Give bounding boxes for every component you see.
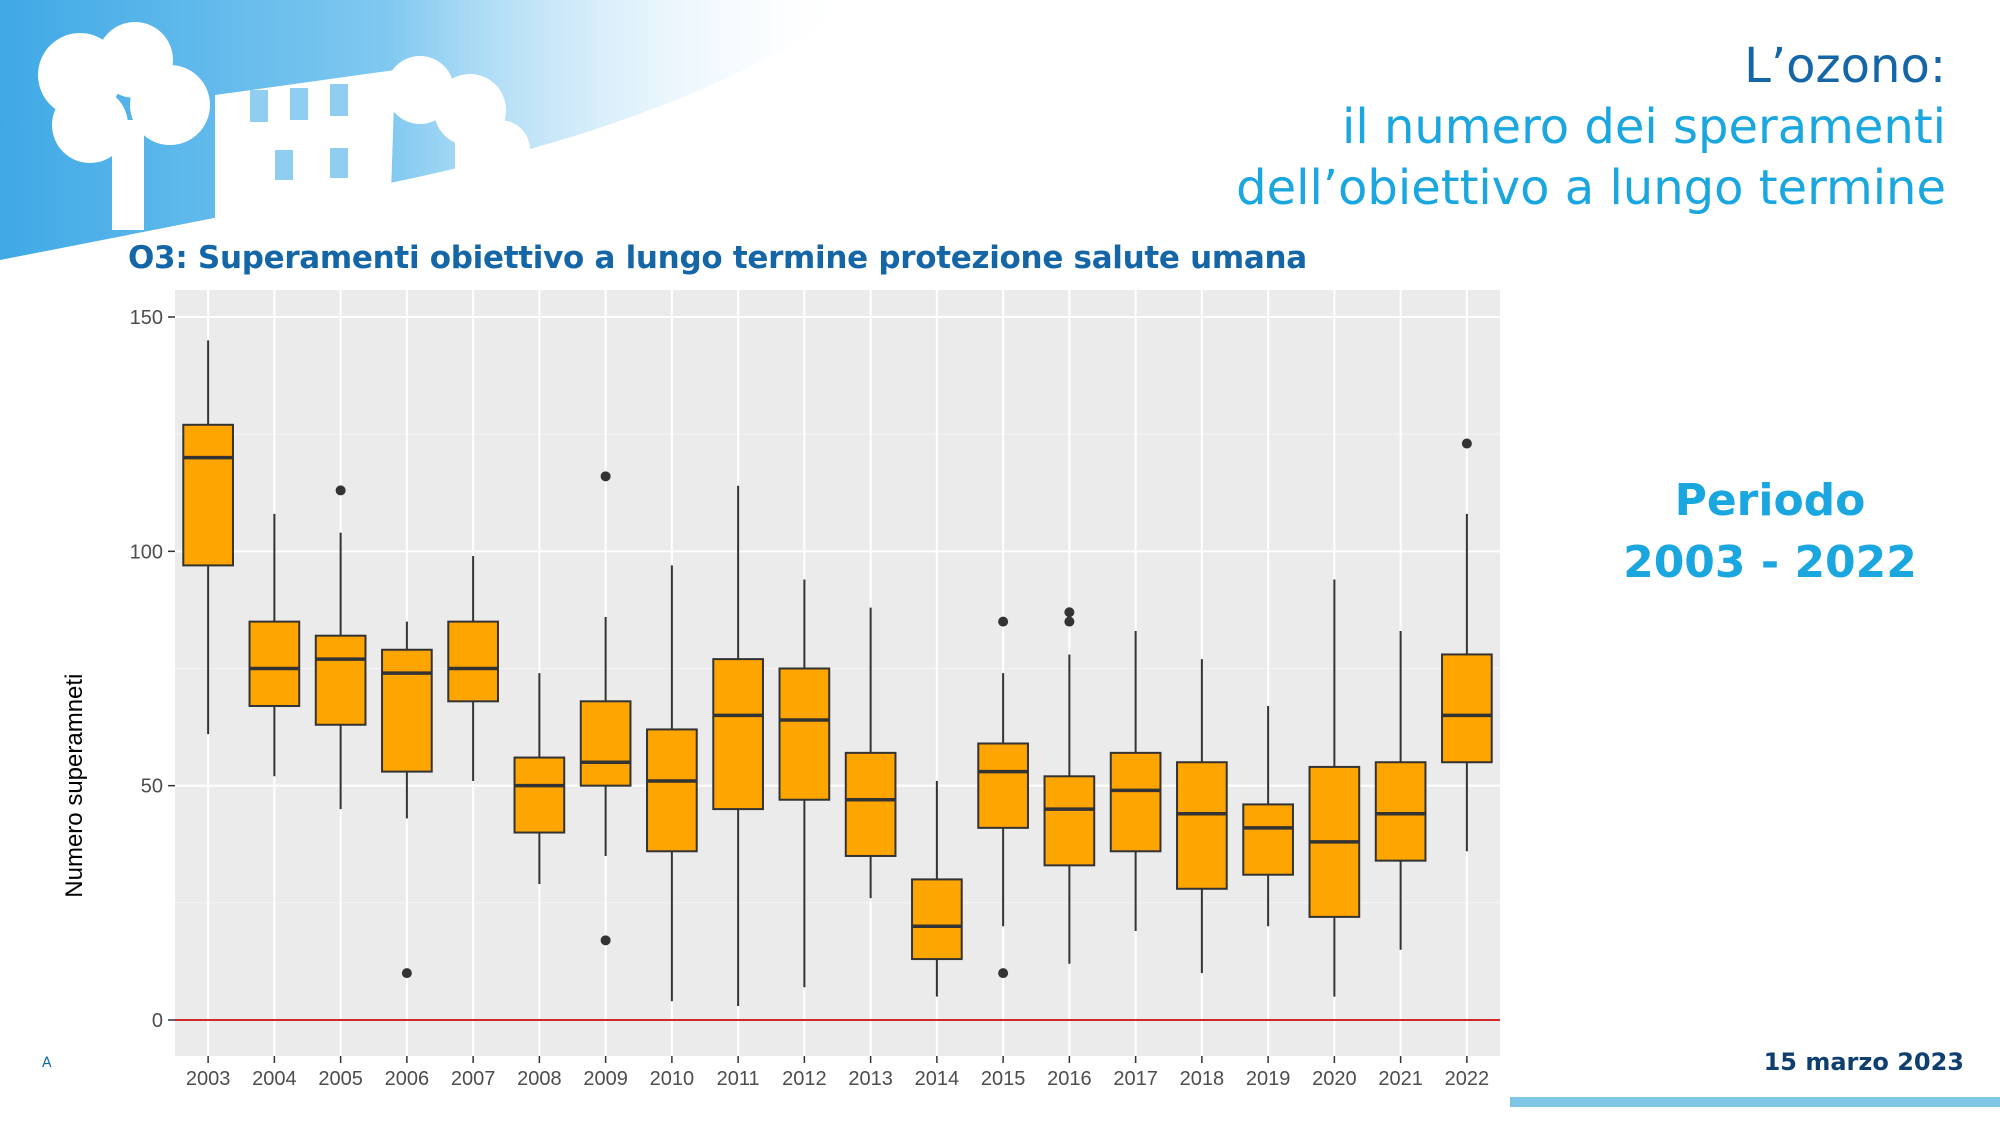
box-2009 (579, 700, 632, 787)
x-tick-label: 2006 (385, 1068, 430, 1090)
box-2019 (1242, 803, 1294, 876)
box-2011 (712, 658, 764, 811)
outlier-point (1461, 438, 1472, 449)
header-illustration (0, 0, 860, 260)
title-line-2: il numero dei speramenti (1342, 99, 1946, 155)
x-tick-label: 2009 (583, 1068, 628, 1090)
x-tick-label: 2013 (848, 1068, 893, 1090)
box-2006 (381, 648, 433, 773)
box-2021 (1374, 761, 1427, 862)
y-tick-label: 0 (152, 1010, 163, 1032)
period-box: Periodo 2003 - 2022 (1600, 470, 1940, 594)
outlier-point (998, 968, 1009, 979)
x-tick-label: 2018 (1180, 1068, 1225, 1090)
title-line-1: L’ozono: (1744, 38, 1946, 94)
tree-right-icon (386, 56, 530, 230)
x-tick-label: 2020 (1312, 1068, 1357, 1090)
x-tick-label: 2021 (1378, 1068, 1423, 1090)
slide-date: 15 marzo 2023 (1763, 1048, 1964, 1076)
box-2018 (1176, 761, 1228, 890)
outlier-point (335, 485, 346, 496)
outlier-point (998, 616, 1009, 627)
x-tick-label: 2010 (650, 1068, 695, 1090)
y-tick-label: 100 (130, 541, 163, 563)
x-tick-label: 2012 (782, 1068, 827, 1090)
box-2010 (646, 728, 698, 853)
box-2007 (447, 620, 499, 703)
x-tick-label: 2022 (1445, 1068, 1490, 1090)
chart-title: O3: Superamenti obiettivo a lungo termin… (128, 240, 1307, 276)
x-tick-label: 2014 (915, 1068, 960, 1090)
y-axis-title: Numero superamneti (61, 674, 88, 898)
box-2015 (977, 742, 1029, 829)
outlier-point (401, 968, 412, 979)
x-tick-label: 2016 (1047, 1068, 1092, 1090)
x-tick-label: 2017 (1113, 1068, 1158, 1090)
x-tick-label: 2005 (318, 1068, 363, 1090)
period-label: Periodo (1674, 475, 1866, 526)
x-tick-label: 2015 (981, 1068, 1026, 1090)
box-2004 (248, 620, 301, 707)
x-tick-label: 2007 (451, 1068, 496, 1090)
title-line-3: dell’obiettivo a lungo termine (1236, 160, 1946, 216)
corner-mark: A (42, 1055, 52, 1071)
outlier-point (600, 471, 611, 482)
footer-bar (1510, 1097, 2000, 1107)
box-2013 (844, 751, 897, 857)
outlier-point (600, 935, 611, 946)
building-icon (215, 70, 395, 225)
x-tick-label: 2004 (252, 1068, 297, 1090)
plot-panel (175, 290, 1500, 1056)
box-2016 (1043, 775, 1096, 867)
box-2005 (314, 634, 367, 726)
box-2008 (513, 756, 566, 834)
box-2012 (778, 667, 831, 801)
x-tick-label: 2008 (517, 1068, 562, 1090)
y-tick-label: 50 (141, 776, 163, 798)
box-2022 (1441, 653, 1493, 764)
outlier-point (1064, 616, 1075, 627)
x-tick-label: 2019 (1246, 1068, 1291, 1090)
outlier-point (1064, 607, 1075, 618)
x-tick-label: 2011 (717, 1068, 760, 1090)
box-2017 (1109, 751, 1162, 853)
boxplot-chart: 0 50 100 150 Numero superamneti 2003 2004 2005 2… (61, 290, 1500, 1090)
box-2003 (182, 423, 234, 567)
x-tick-label: 2003 (186, 1068, 231, 1090)
y-tick-label: 150 (130, 307, 163, 329)
slide-title: L’ozono: il numero dei speramenti dell’o… (1236, 36, 1946, 219)
tree-left-icon (38, 22, 210, 230)
period-range: 2003 - 2022 (1623, 537, 1917, 588)
box-2014 (911, 878, 963, 961)
